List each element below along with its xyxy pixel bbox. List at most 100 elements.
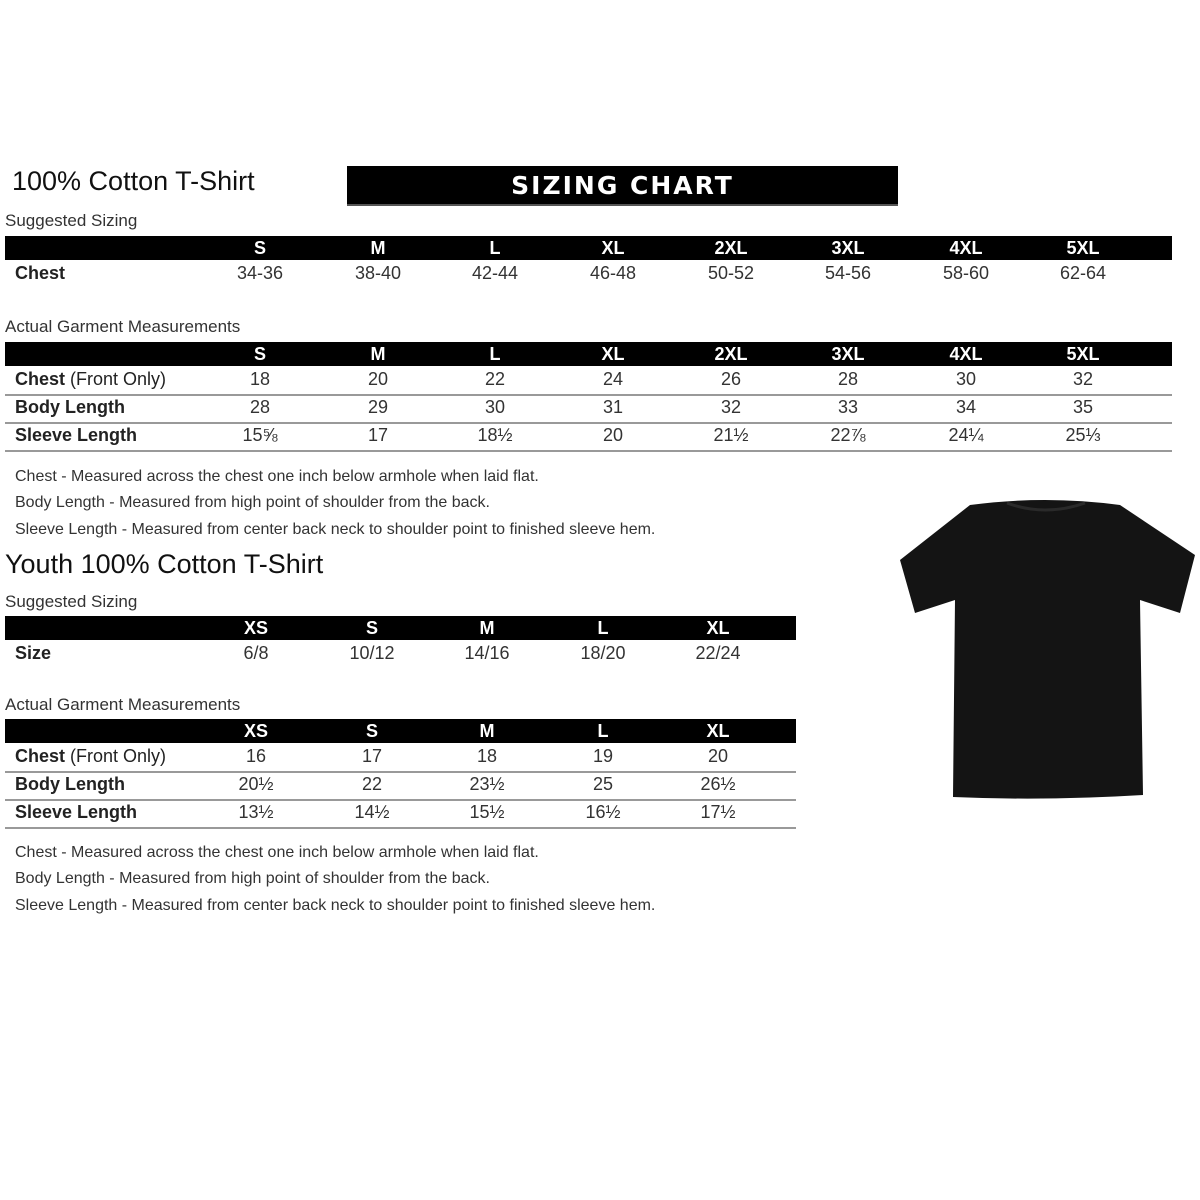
size-header-4xl: 4XL [949,344,983,364]
size-header-bar: XS S M L XL [5,616,796,640]
cell-l: 16½ [585,802,621,822]
row-label-text: Chest [15,746,66,766]
cell-s: 22 [361,774,383,794]
cell-5xl: 32 [1072,369,1094,389]
row-label-text: Sleeve Length [15,802,138,822]
t-shirt-icon [900,500,1195,799]
size-header-s: S [365,618,378,638]
cell-s: 28 [249,397,271,417]
size-header-xl: XL [601,238,625,258]
cell-s: 34-36 [236,263,284,283]
cell-l: 42-44 [471,263,519,283]
size-header-l: L [597,618,609,638]
cell-l: 30 [484,397,506,417]
row-label-text: Body Length [15,397,125,417]
cell-s: 18 [249,369,271,389]
cell-s: 17 [361,746,383,766]
table-row: Sleeve Length 15⅝ 17 18½ 20 21½ 22⅞ 24¼ 25⅓ [5,422,1172,452]
row-label: Sleeve Length [15,802,137,823]
cell-3xl: 33 [837,397,859,417]
cell-4xl: 34 [955,397,977,417]
cell-xl: 31 [602,397,624,417]
size-header-m: M [370,344,386,364]
row-label-text: Chest [15,369,66,389]
adult-actual-heading: Actual Garment Measurements [5,317,241,336]
row-label-text: Body Length [15,774,125,794]
cell-xl: 26½ [700,774,736,794]
size-header-s: S [253,344,266,364]
cell-5xl: 35 [1072,397,1094,417]
cell-l: 19 [592,746,614,766]
cell-l: 18½ [477,425,513,445]
cell-4xl: 30 [955,369,977,389]
cell-m: 38-40 [354,263,402,283]
row-label: Size [15,643,51,664]
cell-xs: 16 [245,746,267,766]
table-row: Size 6/8 10/12 14/16 18/20 22/24 [5,640,796,668]
adult-note-body: Body Length - Measured from high point o… [15,494,490,511]
cell-m: 23½ [469,774,505,794]
row-label: Chest (Front Only) [15,746,166,767]
youth-suggested-heading: Suggested Sizing [5,592,138,611]
size-header-4xl: 4XL [949,238,983,258]
cell-3xl: 22⅞ [830,425,866,445]
cell-3xl: 54-56 [824,263,872,283]
cell-xl: 17½ [700,802,736,822]
cell-m: 18 [476,746,498,766]
adult-note-chest: Chest - Measured across the chest one in… [15,468,539,485]
size-header-xs: XS [243,721,268,741]
table-row: Body Length 28 29 30 31 32 33 34 35 [5,394,1172,424]
size-header-3xl: 3XL [831,238,865,258]
size-header-xs: XS [243,618,268,638]
cell-m: 17 [367,425,389,445]
row-label: Chest (Front Only) [15,369,166,390]
cell-xl: 20 [707,746,729,766]
size-header-2xl: 2XL [714,238,748,258]
cell-m: 14/16 [464,643,510,663]
size-header-xl: XL [706,721,730,741]
size-header-m: M [479,618,495,638]
cell-l: 25 [592,774,614,794]
size-header-3xl: 3XL [831,344,865,364]
cell-xs: 20½ [238,774,274,794]
cell-5xl: 25⅓ [1065,425,1101,445]
table-row: Chest (Front Only) 16 17 18 19 20 [5,743,796,773]
cell-4xl: 58-60 [942,263,990,283]
row-label: Chest [15,263,65,284]
cell-2xl: 50-52 [707,263,755,283]
size-header-5xl: 5XL [1066,238,1100,258]
size-header-m: M [370,238,386,258]
cell-m: 29 [367,397,389,417]
size-header-xl: XL [601,344,625,364]
size-header-bar: XS S M L XL [5,719,796,743]
size-header-s: S [253,238,266,258]
row-label-note: (Front Only) [65,369,167,389]
table-row: Chest 34-36 38-40 42-44 46-48 50-52 54-56 58-60… [5,260,1172,288]
size-header-l: L [489,238,501,258]
cell-xl: 22/24 [695,643,741,663]
youth-title: Youth 100% Cotton T-Shirt [5,549,324,579]
youth-note-body: Body Length - Measured from high point o… [15,870,490,887]
row-label: Sleeve Length [15,425,137,446]
cell-xs: 6/8 [243,643,269,663]
size-header-l: L [597,721,609,741]
table-row: Sleeve Length 13½ 14½ 15½ 16½ 17½ [5,799,796,829]
cell-2xl: 32 [720,397,742,417]
cell-4xl: 24¼ [948,425,984,445]
cell-xl: 20 [602,425,624,445]
youth-note-chest: Chest - Measured across the chest one in… [15,844,539,861]
cell-3xl: 28 [837,369,859,389]
size-header-l: L [489,344,501,364]
cell-2xl: 21½ [713,425,749,445]
table-row: Chest (Front Only) 18 20 22 24 26 28 30 32 [5,366,1172,396]
size-header-m: M [479,721,495,741]
cell-s: 15⅝ [242,425,278,445]
row-label-text: Size [15,643,52,663]
sizing-chart-banner: SIZING CHART [347,166,898,206]
cell-xl: 46-48 [589,263,637,283]
size-header-5xl: 5XL [1066,344,1100,364]
youth-actual-heading: Actual Garment Measurements [5,695,241,714]
adult-title: 100% Cotton T-Shirt [12,166,255,196]
youth-note-sleeve: Sleeve Length - Measured from center bac… [15,897,656,914]
cell-l: 22 [484,369,506,389]
